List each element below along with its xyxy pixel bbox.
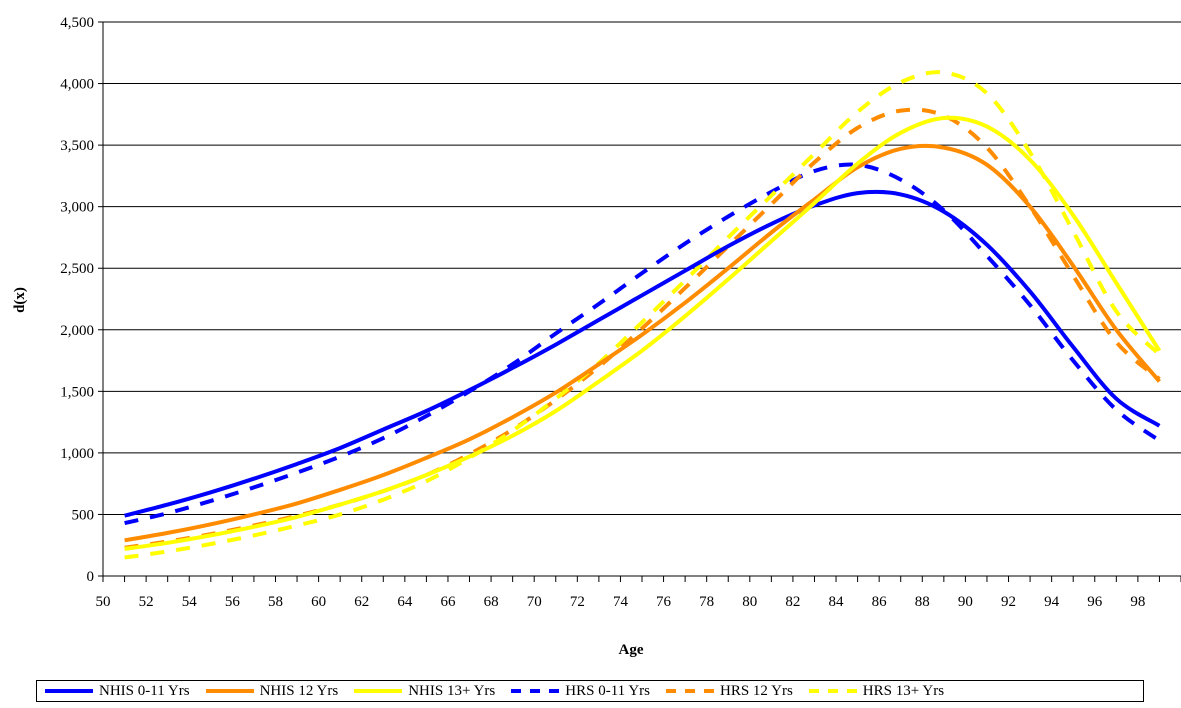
legend-item: NHIS 13+ Yrs (352, 683, 495, 700)
y-tick-label: 4,000 (60, 77, 94, 93)
x-axis-label: Age (619, 642, 644, 658)
x-tick-label: 74 (613, 594, 629, 610)
legend-item: HRS 0-11 Yrs (509, 683, 650, 700)
series-line-nhis-12-yrs (124, 143, 1161, 543)
legend-item: HRS 13+ Yrs (807, 683, 944, 700)
series-line-hrs-13-yrs (124, 70, 1161, 560)
series-line-hrs-12-yrs (124, 107, 1161, 550)
series-line-nhis-0-11-yrs (124, 189, 1161, 518)
legend-swatch (354, 689, 403, 693)
y-tick-label: 4,500 (60, 15, 94, 31)
x-tick-label: 72 (570, 594, 585, 610)
legend-swatch (45, 689, 93, 693)
y-tick-label: 500 (72, 507, 95, 523)
y-tick-label: 1,500 (60, 384, 94, 400)
x-tick-label: 82 (785, 594, 800, 610)
legend-swatch (205, 689, 254, 693)
x-tick-label: 68 (484, 594, 499, 610)
series-lines (124, 70, 1162, 560)
x-tick-label: 88 (915, 594, 930, 610)
y-tick-label: 2,500 (60, 261, 94, 277)
y-tick-label: 2,000 (60, 323, 94, 339)
legend-swatch (808, 689, 857, 693)
legend-item: NHIS 0-11 Yrs (43, 683, 190, 700)
x-tick-label: 90 (958, 594, 973, 610)
y-tick-label: 1,000 (60, 446, 94, 462)
x-tick-label: 76 (656, 594, 672, 610)
x-tick-label: 60 (311, 594, 326, 610)
x-tick-label: 98 (1130, 594, 1145, 610)
x-tick-label: 80 (742, 594, 757, 610)
legend-label: HRS 0-11 Yrs (565, 682, 650, 699)
axes (102, 22, 1181, 577)
series-line-hrs-0-11-yrs (124, 162, 1161, 526)
y-axis-label: d(x) (12, 287, 28, 313)
y-tick-label: 0 (87, 569, 95, 585)
x-tick-label: 78 (699, 594, 714, 610)
x-tick-label: 92 (1001, 594, 1016, 610)
legend-item: NHIS 12 Yrs (204, 682, 339, 700)
x-tick-label: 94 (1044, 594, 1060, 610)
legend: NHIS 0-11 Yrs NHIS 12 Yrs NHIS 13+ Yrs HRS … (36, 680, 1144, 702)
x-tick-label: 56 (225, 594, 241, 610)
series-line-nhis-13-yrs (124, 115, 1162, 551)
y-tick-labels: 0 500 1,000 1,500 2,000 2,500 3,000 3,500 4,000 4… (60, 15, 94, 585)
x-tick-label: 62 (354, 594, 369, 610)
x-tick-label: 58 (268, 594, 283, 610)
legend-item: HRS 12 Yrs (664, 683, 793, 700)
legend-label: HRS 13+ Yrs (862, 682, 945, 699)
x-tick-label: 96 (1087, 594, 1103, 610)
legend-swatch (666, 689, 714, 693)
y-tick-label: 3,000 (60, 200, 94, 216)
x-tick-label: 50 (96, 594, 111, 610)
x-tick-label: 84 (829, 594, 845, 610)
legend-swatch (511, 689, 560, 693)
x-tick-label: 66 (440, 594, 456, 610)
legend-label: NHIS 13+ Yrs (408, 682, 496, 699)
legend-label: NHIS 12 Yrs (259, 682, 339, 699)
legend-label: NHIS 0-11 Yrs (99, 682, 190, 699)
x-tick-label: 54 (182, 594, 198, 610)
x-tick-label: 86 (872, 594, 888, 610)
x-tick-label: 52 (139, 594, 154, 610)
x-tick-labels: 50 52 54 56 58 60 62 64 66 68 70 72 74 76 78 80 82 84 86 88… (96, 594, 1146, 610)
x-tick-label: 64 (397, 594, 413, 610)
x-tick-label: 70 (527, 594, 542, 610)
gridlines (98, 21, 1181, 582)
y-tick-label: 3,500 (60, 138, 94, 154)
legend-label: HRS 12 Yrs (720, 682, 793, 699)
